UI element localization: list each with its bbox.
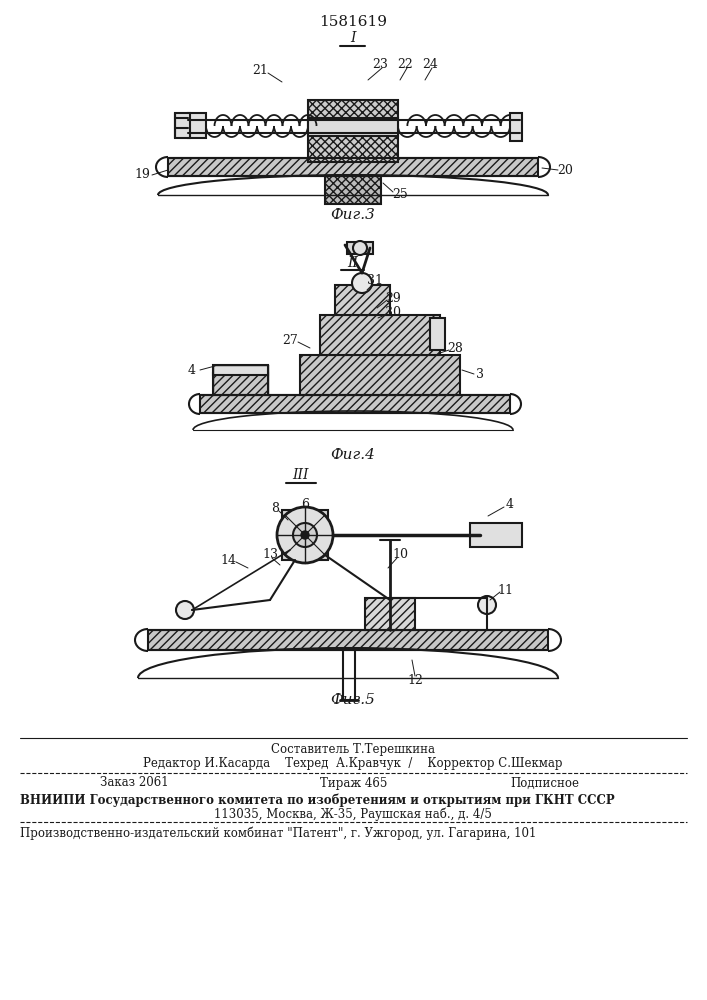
- Text: Заказ 2061: Заказ 2061: [100, 776, 169, 790]
- Text: 21: 21: [252, 64, 268, 77]
- Bar: [347, 242, 373, 254]
- Bar: [308, 118, 398, 136]
- Text: III: III: [292, 468, 308, 482]
- Circle shape: [176, 601, 194, 619]
- Text: Фиг.4: Фиг.4: [331, 448, 375, 462]
- Text: 25: 25: [392, 188, 408, 202]
- Bar: [430, 318, 445, 350]
- Bar: [175, 113, 190, 138]
- Text: 8: 8: [271, 502, 279, 514]
- Text: 24: 24: [422, 58, 438, 72]
- Bar: [300, 355, 460, 395]
- Bar: [320, 315, 440, 355]
- Bar: [510, 113, 522, 141]
- Bar: [213, 365, 268, 375]
- Bar: [470, 523, 522, 547]
- Text: 29: 29: [385, 292, 401, 304]
- Bar: [335, 285, 390, 315]
- Text: 13: 13: [262, 548, 278, 562]
- Text: I: I: [350, 31, 356, 45]
- Circle shape: [301, 531, 309, 539]
- Text: Редактор И.Касарда    Техред  А.Кравчук  /    Корректор С.Шекмар: Редактор И.Касарда Техред А.Кравчук / Ко…: [144, 756, 563, 770]
- Text: Подписное: Подписное: [510, 776, 579, 790]
- Text: 11: 11: [497, 584, 513, 596]
- Text: 4: 4: [188, 363, 196, 376]
- Text: 28: 28: [447, 342, 463, 355]
- Text: 10: 10: [392, 548, 408, 562]
- Text: 30: 30: [385, 306, 401, 318]
- Text: ВНИИПИ Государственного комитета по изобретениям и открытиям при ГКНТ СССР: ВНИИПИ Государственного комитета по изоб…: [20, 793, 614, 807]
- Text: Фиг.3: Фиг.3: [331, 208, 375, 222]
- Text: 6: 6: [301, 498, 309, 512]
- Bar: [188, 113, 206, 138]
- Text: Фиг.5: Фиг.5: [331, 693, 375, 707]
- Bar: [325, 176, 381, 204]
- Text: 23: 23: [372, 58, 388, 72]
- Text: 31: 31: [367, 273, 383, 286]
- Circle shape: [352, 273, 372, 293]
- Bar: [308, 100, 398, 162]
- Bar: [148, 630, 548, 650]
- Bar: [282, 510, 328, 560]
- Bar: [200, 395, 510, 413]
- Text: 1581619: 1581619: [319, 15, 387, 29]
- Text: 14: 14: [220, 554, 236, 566]
- Text: 22: 22: [397, 58, 413, 72]
- Text: 20: 20: [557, 163, 573, 176]
- Text: Тираж 465: Тираж 465: [320, 776, 387, 790]
- Text: 113035, Москва, Ж-35, Раушская наб., д. 4/5: 113035, Москва, Ж-35, Раушская наб., д. …: [214, 807, 492, 821]
- Bar: [365, 598, 415, 630]
- Circle shape: [478, 596, 496, 614]
- Text: Составитель Т.Терешкина: Составитель Т.Терешкина: [271, 744, 435, 756]
- Text: 4: 4: [506, 498, 514, 512]
- Text: Производственно-издательский комбинат "Патент", г. Ужгород, ул. Гагарина, 101: Производственно-издательский комбинат "П…: [20, 826, 537, 840]
- Text: 3: 3: [476, 367, 484, 380]
- Bar: [213, 373, 268, 395]
- Circle shape: [353, 241, 367, 255]
- Text: 27: 27: [282, 334, 298, 347]
- Text: 12: 12: [407, 674, 423, 686]
- Bar: [168, 158, 538, 176]
- Text: 19: 19: [134, 168, 150, 182]
- Circle shape: [293, 523, 317, 547]
- Text: II: II: [348, 256, 358, 270]
- Circle shape: [277, 507, 333, 563]
